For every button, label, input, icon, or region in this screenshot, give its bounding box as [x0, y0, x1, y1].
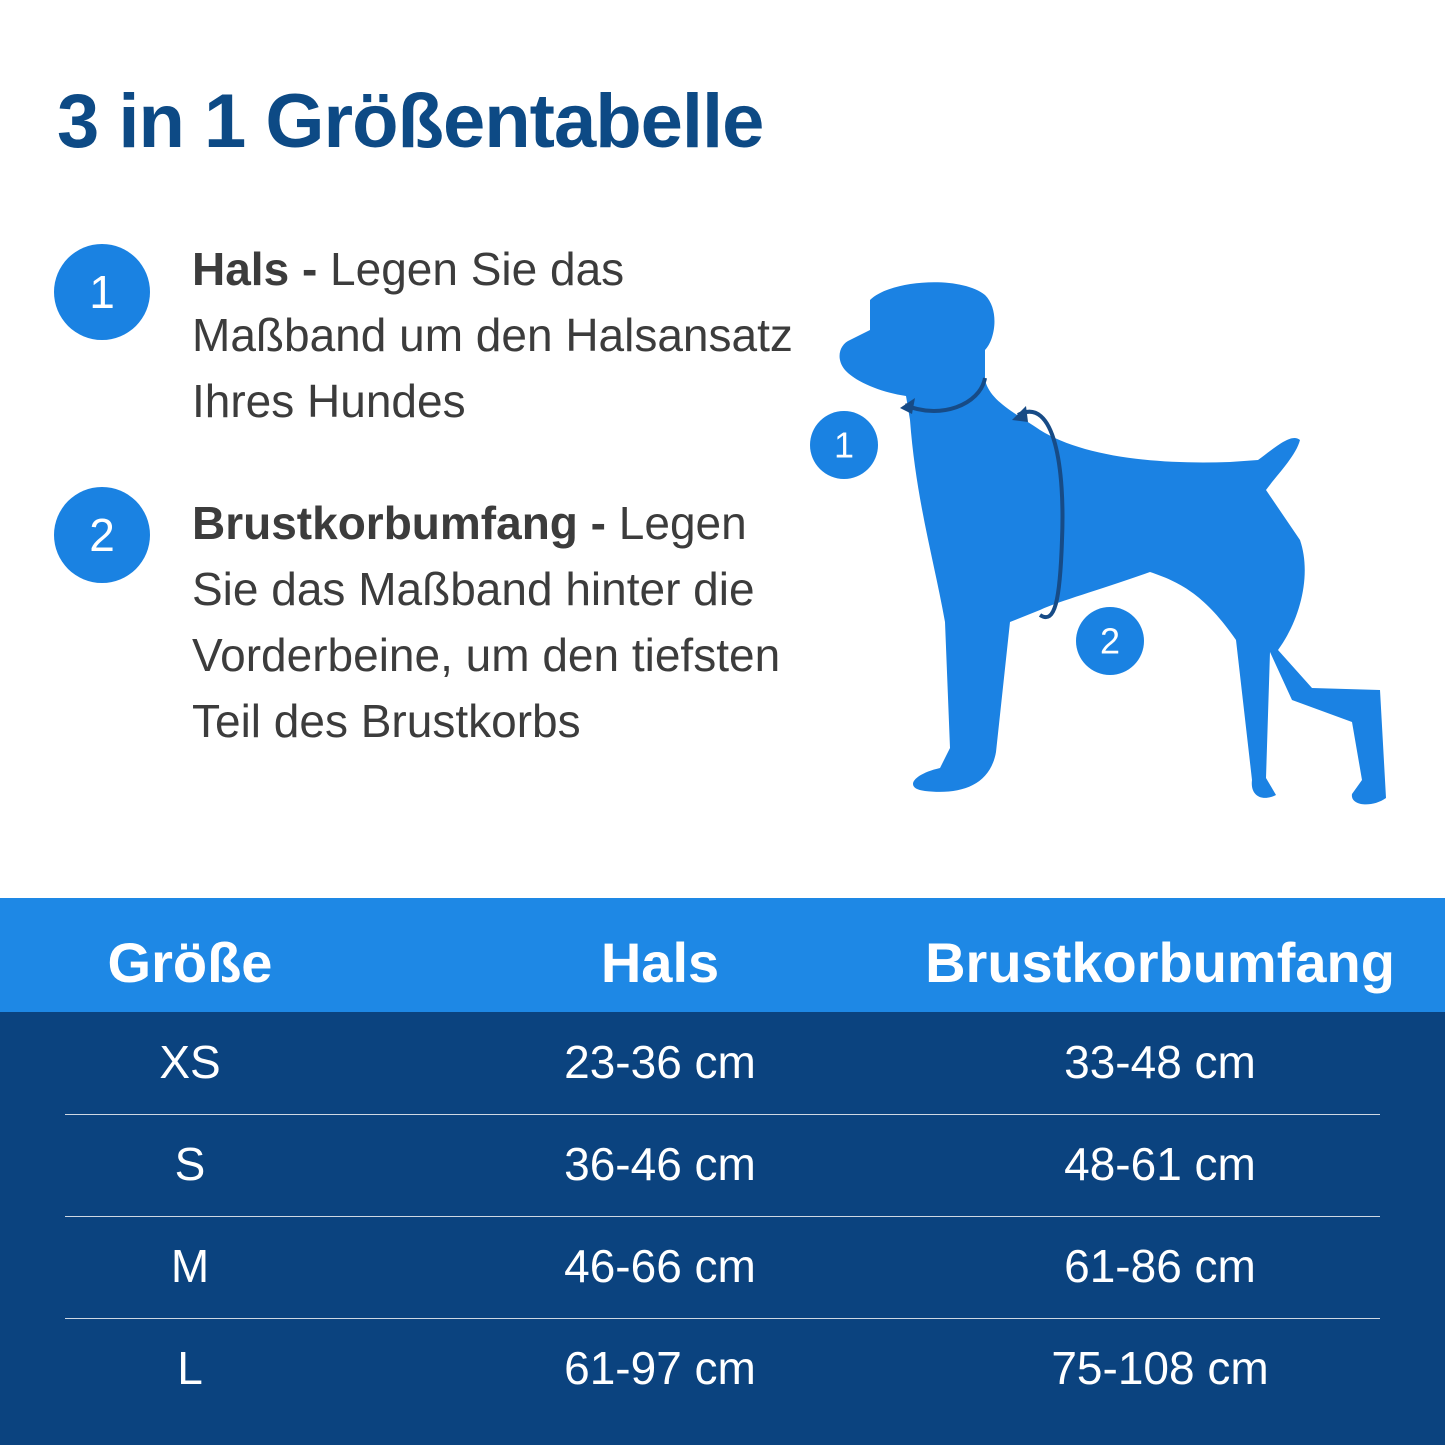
- step-heading: Hals -: [192, 243, 318, 295]
- table-header-band: [0, 898, 1445, 1012]
- chest-arrowhead: [1012, 406, 1028, 422]
- figure-marker: [1076, 607, 1144, 675]
- dog-silhouette: [839, 282, 1386, 805]
- step-body: Legen Sie das Maßband hinter die Vorderb…: [192, 497, 781, 747]
- neck-arrowhead: [900, 398, 915, 414]
- table-cell: 61-86 cm: [1064, 1240, 1256, 1292]
- table-cell: 75-108 cm: [1051, 1342, 1269, 1394]
- table-cell: 61-97 cm: [564, 1342, 756, 1394]
- step-number: 2: [54, 487, 150, 583]
- table-cell: 36-46 cm: [564, 1138, 756, 1190]
- table-cell: 48-61 cm: [1064, 1138, 1256, 1190]
- row-separator: [65, 1114, 1380, 1115]
- table-cell: 33-48 cm: [1064, 1036, 1256, 1088]
- neck-arrow: [904, 377, 987, 413]
- step-text: Brustkorbumfang - Legen Sie das Maßband …: [192, 490, 812, 754]
- table-cell: S: [174, 1138, 206, 1190]
- table-cell: L: [177, 1342, 203, 1394]
- step-number: 1: [54, 244, 150, 340]
- step-heading: Brustkorbumfang -: [192, 497, 606, 549]
- row-separator: [65, 1216, 1380, 1217]
- step-text: Hals - Legen Sie das Maßband um den Hals…: [192, 236, 812, 434]
- step-body: Legen Sie das Maßband um den Halsansatz …: [192, 243, 793, 427]
- figure-marker: [810, 411, 878, 479]
- table-cell: XS: [159, 1036, 221, 1088]
- table-cell: 46-66 cm: [564, 1240, 756, 1292]
- table-cell: 23-36 cm: [564, 1036, 756, 1088]
- figure-label: 1: [834, 425, 854, 466]
- column-header: Hals: [600, 931, 720, 994]
- table-cell: M: [170, 1240, 210, 1292]
- table-body-band: [0, 1012, 1445, 1445]
- dog-illustration: 1 2: [810, 282, 1386, 805]
- column-header: Brustkorbumfang: [925, 931, 1395, 994]
- column-header: Größe: [107, 931, 273, 994]
- row-separator: [65, 1318, 1380, 1319]
- chest-arrow: [1017, 409, 1065, 619]
- title: 3 in 1 Größentabelle: [57, 79, 764, 164]
- figure-label: 2: [1100, 621, 1120, 662]
